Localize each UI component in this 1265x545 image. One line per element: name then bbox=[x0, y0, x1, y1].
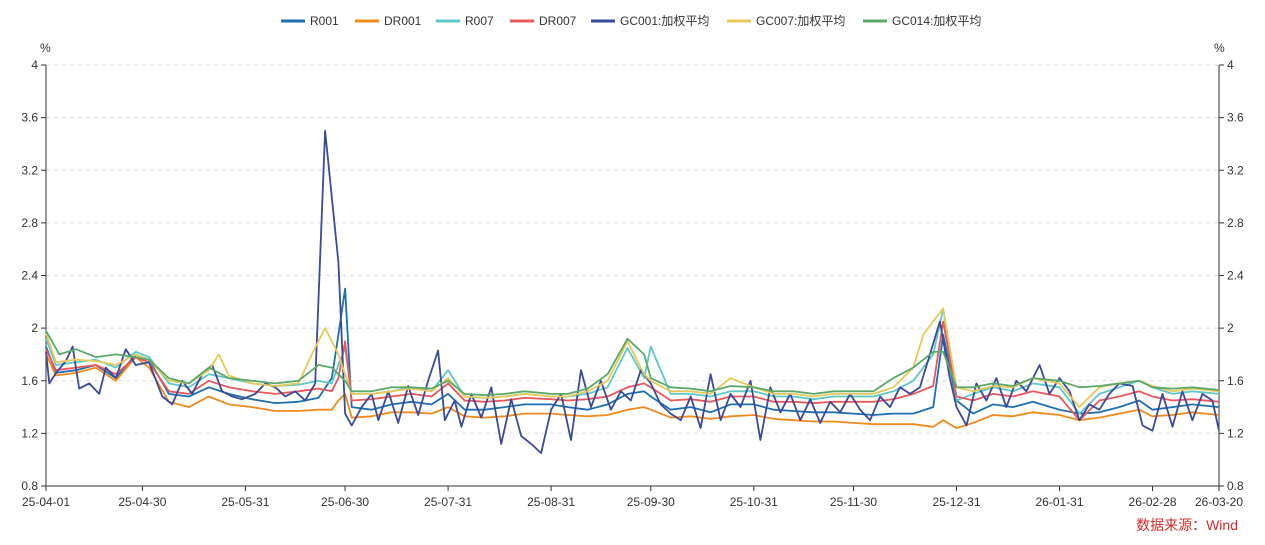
x-tick-label: 25-05-31 bbox=[221, 495, 269, 509]
legend[interactable]: R001 DR001 R007 DR007 GC001:加权平均 GC007:加权平均 GC… bbox=[281, 14, 981, 28]
legend-item[interactable]: GC014:加权平均 bbox=[863, 14, 981, 28]
x-tick-label: 25-06-30 bbox=[321, 495, 369, 509]
y-tick-label-right: 1.2 bbox=[1227, 426, 1244, 440]
y-tick-label-right: 4 bbox=[1227, 58, 1234, 72]
legend-label: GC014:加权平均 bbox=[892, 14, 981, 28]
y-tick-label-left: 0.8 bbox=[21, 479, 38, 493]
y-tick-label-left: 3.2 bbox=[21, 163, 38, 177]
y-tick-label-right: 1.6 bbox=[1227, 374, 1244, 388]
y-tick-label-left: 2 bbox=[31, 321, 38, 335]
legend-label: DR007 bbox=[539, 14, 577, 28]
x-tick-label: 25-07-31 bbox=[424, 495, 472, 509]
right-y-axis: 0.8 1.2 1.6 2 2.4 2.8 3.2 3.6 4 bbox=[1218, 58, 1244, 493]
left-y-axis: 0.8 1.2 1.6 2 2.4 2.8 3.2 3.6 4 bbox=[21, 58, 47, 493]
x-tick-label: 25-12-31 bbox=[932, 495, 980, 509]
y-tick-label-right: 2 bbox=[1227, 321, 1234, 335]
legend-label: R001 bbox=[310, 14, 339, 28]
x-tick-label: 25-08-31 bbox=[527, 495, 575, 509]
y-tick-label-right: 3.2 bbox=[1227, 163, 1244, 177]
y-tick-label-right: 3.6 bbox=[1227, 111, 1244, 125]
data-source-note: 数据来源：Wind bbox=[1136, 517, 1238, 533]
x-tick-label: 25-09-30 bbox=[627, 495, 675, 509]
legend-item[interactable]: GC001:加权平均 bbox=[591, 14, 709, 28]
series-line bbox=[45, 354, 1220, 429]
y-tick-label-left: 3.6 bbox=[21, 111, 38, 125]
x-tick-label: 26-02-28 bbox=[1129, 495, 1177, 509]
y-tick-label-left: 2.4 bbox=[21, 269, 38, 283]
y-tick-label-right: 0.8 bbox=[1227, 479, 1244, 493]
series-line bbox=[45, 307, 1220, 415]
x-tick-label: 26-01-31 bbox=[1035, 495, 1083, 509]
left-axis-unit: % bbox=[40, 41, 51, 55]
legend-label: DR001 bbox=[384, 14, 422, 28]
legend-item[interactable]: DR001 bbox=[355, 14, 422, 28]
x-tick-label: 25-11-30 bbox=[830, 495, 877, 509]
x-axis: 25-04-01 25-04-30 25-05-31 25-06-30 25-07-31… bbox=[22, 485, 1243, 509]
legend-label: R007 bbox=[465, 14, 494, 28]
y-tick-label-left: 2.8 bbox=[21, 216, 38, 230]
grid-lines bbox=[46, 64, 1219, 434]
y-tick-label-right: 2.4 bbox=[1227, 269, 1244, 283]
legend-item[interactable]: R007 bbox=[436, 14, 494, 28]
series-line bbox=[45, 330, 1220, 397]
legend-item[interactable]: DR007 bbox=[510, 14, 577, 28]
y-tick-label-left: 1.2 bbox=[21, 426, 38, 440]
x-tick-label: 25-04-30 bbox=[118, 495, 166, 509]
series-lines bbox=[45, 129, 1220, 454]
series-line bbox=[45, 129, 1220, 454]
y-tick-label-left: 4 bbox=[31, 58, 38, 72]
legend-item[interactable]: R001 bbox=[281, 14, 339, 28]
legend-item[interactable]: GC007:加权平均 bbox=[727, 14, 845, 28]
series-line bbox=[45, 307, 1220, 408]
x-tick-label: 25-10-31 bbox=[730, 495, 778, 509]
x-tick-label: 25-04-01 bbox=[22, 495, 70, 509]
x-tick-label: 26-03-20 bbox=[1195, 495, 1243, 509]
y-tick-label-left: 1.6 bbox=[21, 374, 38, 388]
right-axis-unit: % bbox=[1214, 41, 1225, 55]
legend-label: GC007:加权平均 bbox=[756, 14, 845, 28]
y-tick-label-right: 2.8 bbox=[1227, 216, 1244, 230]
legend-label: GC001:加权平均 bbox=[620, 14, 709, 28]
